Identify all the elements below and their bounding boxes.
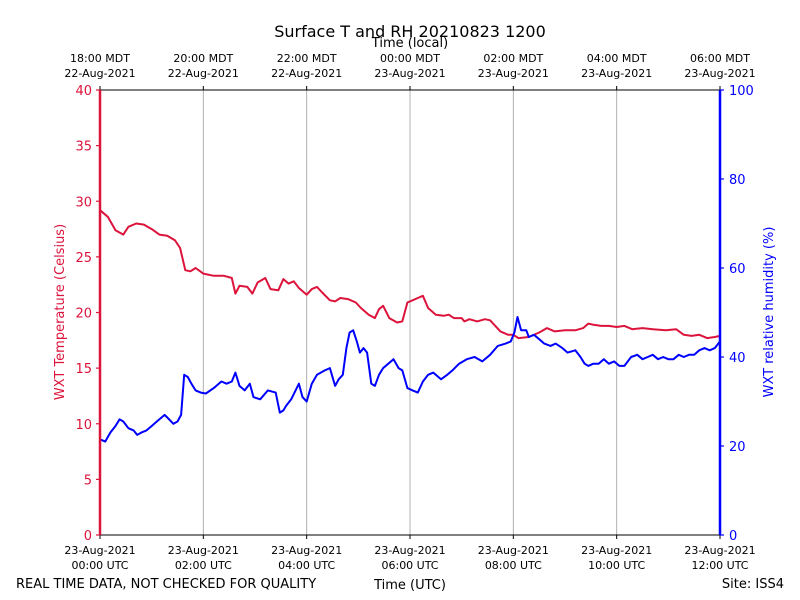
- humidity-line: [99, 316, 721, 443]
- top-x-tick-label-time: 02:00 MDT: [483, 52, 543, 65]
- top-x-tick-label-date: 23-Aug-2021: [478, 67, 549, 80]
- top-x-tick-label-date: 22-Aug-2021: [271, 67, 342, 80]
- x-tick-label-date: 23-Aug-2021: [374, 544, 445, 557]
- x-tick-label-time: 06:00 UTC: [381, 559, 438, 572]
- top-x-tick-label-date: 22-Aug-2021: [64, 67, 135, 80]
- x-tick-label-date: 23-Aug-2021: [478, 544, 549, 557]
- y-left-tick-label: 20: [75, 307, 92, 322]
- top-x-tick-label-time: 00:00 MDT: [380, 52, 440, 65]
- x-tick-label-date: 23-Aug-2021: [168, 544, 239, 557]
- y-right-tick-label: 60: [729, 262, 746, 277]
- bottom-axis-label: Time (UTC): [373, 578, 446, 593]
- y-right-tick-label: 40: [729, 351, 746, 366]
- y-left-tick-label: 30: [75, 195, 92, 210]
- temperature-line: [99, 209, 721, 340]
- top-x-tick-label-time: 18:00 MDT: [70, 52, 130, 65]
- y-right-tick-label: 80: [729, 173, 746, 188]
- site-label: Site: ISS4: [722, 577, 784, 592]
- y-left-tick-label: 35: [75, 140, 92, 155]
- top-x-tick-label-time: 20:00 MDT: [173, 52, 233, 65]
- y-left-tick-label: 10: [75, 418, 92, 433]
- top-x-tick-label-date: 23-Aug-2021: [374, 67, 445, 80]
- y-left-tick-label: 5: [84, 473, 92, 488]
- y-left-tick-label: 0: [84, 529, 92, 544]
- top-x-tick-label-time: 06:00 MDT: [690, 52, 750, 65]
- y-left-tick-label: 40: [75, 84, 92, 99]
- x-tick-label-date: 23-Aug-2021: [581, 544, 652, 557]
- x-tick-label-time: 12:00 UTC: [691, 559, 748, 572]
- left-axis-label: WXT Temperature (Celsius): [53, 224, 68, 400]
- right-axis-label: WXT relative humidity (%): [762, 227, 777, 398]
- x-tick-label-time: 02:00 UTC: [175, 559, 232, 572]
- top-x-tick-label-date: 23-Aug-2021: [581, 67, 652, 80]
- top-x-tick-label-date: 22-Aug-2021: [168, 67, 239, 80]
- x-tick-label-date: 23-Aug-2021: [271, 544, 342, 557]
- x-tick-label-time: 00:00 UTC: [71, 559, 128, 572]
- y-right-tick-label: 0: [729, 529, 737, 544]
- y-right-tick-label: 100: [729, 84, 754, 99]
- series-lines: [99, 209, 721, 443]
- x-tick-label-date: 23-Aug-2021: [684, 544, 755, 557]
- quality-note: REAL TIME DATA, NOT CHECKED FOR QUALITY: [16, 577, 316, 592]
- chart-title: Surface T and RH 20210823 1200: [274, 22, 546, 41]
- top-x-tick-label-time: 22:00 MDT: [277, 52, 337, 65]
- top-axis-label: Time (local): [371, 36, 448, 51]
- x-tick-label-time: 04:00 UTC: [278, 559, 335, 572]
- top-x-tick-label-time: 04:00 MDT: [587, 52, 647, 65]
- top-x-tick-label-date: 23-Aug-2021: [684, 67, 755, 80]
- axis-ticks: 23-Aug-2021 00:00 UTC 23-Aug-2021 02:00 UTC…: [64, 52, 755, 572]
- x-tick-label-time: 10:00 UTC: [588, 559, 645, 572]
- x-tick-label-time: 08:00 UTC: [485, 559, 542, 572]
- x-tick-label-date: 23-Aug-2021: [64, 544, 135, 557]
- gridlines: [202, 90, 618, 535]
- y-left-tick-label: 25: [75, 251, 92, 266]
- y-left-tick-label: 15: [75, 362, 92, 377]
- y-right-tick-label: 20: [729, 440, 746, 455]
